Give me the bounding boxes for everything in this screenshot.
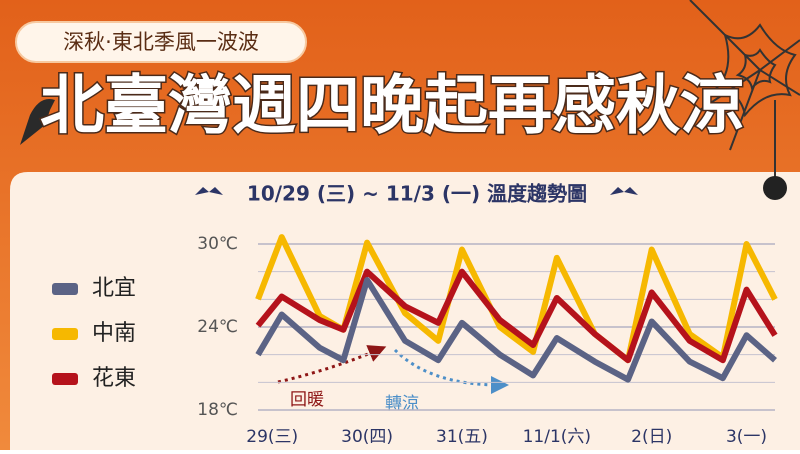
legend-swatch bbox=[52, 328, 78, 340]
chart-title: 10/29 (三) ~ 11/3 (一) 溫度趨勢圖 bbox=[247, 182, 587, 206]
legend-swatch bbox=[52, 283, 78, 295]
crow bbox=[20, 99, 55, 145]
x-tick-label: 30(四) bbox=[341, 427, 393, 447]
y-tick-label: 24℃ bbox=[197, 317, 238, 337]
annotation: 轉涼 bbox=[385, 394, 419, 414]
x-tick-label: 2(日) bbox=[631, 427, 672, 447]
cool-arrow bbox=[393, 348, 509, 394]
tag-pill bbox=[15, 21, 307, 63]
annotation: 回暖 bbox=[290, 390, 324, 410]
tag: 深秋·東北季風一波波 bbox=[63, 30, 259, 54]
series-line bbox=[255, 276, 777, 383]
spider bbox=[763, 176, 787, 200]
x-tick-label: 29(三) bbox=[246, 427, 298, 447]
headline: 北臺灣週四晚起再感秋涼 bbox=[40, 70, 744, 144]
x-tick-label: 3(一) bbox=[726, 427, 767, 447]
x-tick-label: 11/1(六) bbox=[523, 427, 591, 447]
web bbox=[689, 0, 800, 180]
y-tick-label: 30℃ bbox=[197, 234, 238, 254]
legend-label: 花東 bbox=[92, 366, 136, 391]
y-tick-label: 18℃ bbox=[197, 400, 238, 420]
legend-swatch bbox=[52, 373, 78, 385]
series-line bbox=[255, 268, 778, 364]
legend-label: 北宜 bbox=[92, 276, 136, 301]
legend-label: 中南 bbox=[92, 321, 136, 346]
x-tick-label: 31(五) bbox=[436, 427, 488, 447]
